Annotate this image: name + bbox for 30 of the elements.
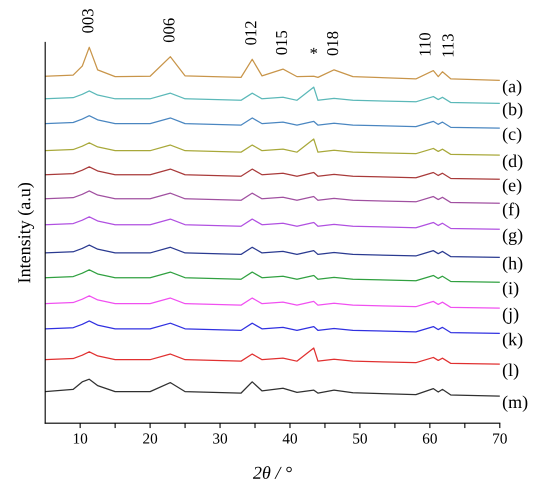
annotation: 006 [163,18,175,42]
annotation: 003 [82,9,94,33]
annotation: * [310,48,318,54]
annotation: 110 [419,32,431,56]
series-label: (k) [502,332,522,350]
x-tick-label: 30 [213,433,228,444]
series-label: (m) [502,395,528,412]
x-tick-label: 60 [422,433,437,444]
x-tick-label: 40 [282,433,298,444]
x-tick-label: 10 [74,433,88,444]
y-axis-title: Intensity (a.u) [18,182,34,283]
series-label: (e) [502,178,522,195]
series-label: (c) [502,127,522,144]
annotation: 012 [245,21,256,45]
series-label: (a) [502,80,522,96]
x-axis-title: 2θ / ° [252,466,292,479]
x-tick-label: 20 [143,433,158,444]
series-label: (l) [502,364,518,380]
annotation: 018 [326,32,338,56]
annotation: 113 [442,34,454,56]
series-label: (j) [502,308,518,324]
series-label: (d) [502,154,522,171]
series-label: (g) [502,228,522,245]
series-label: (i) [502,282,518,298]
series-label: (f) [502,202,520,220]
series-label: (b) [502,102,522,120]
series-label: (h) [502,256,522,274]
x-tick-label: 70 [493,433,507,444]
x-tick-label: 50 [353,433,367,444]
annotation: 015 [276,30,288,55]
